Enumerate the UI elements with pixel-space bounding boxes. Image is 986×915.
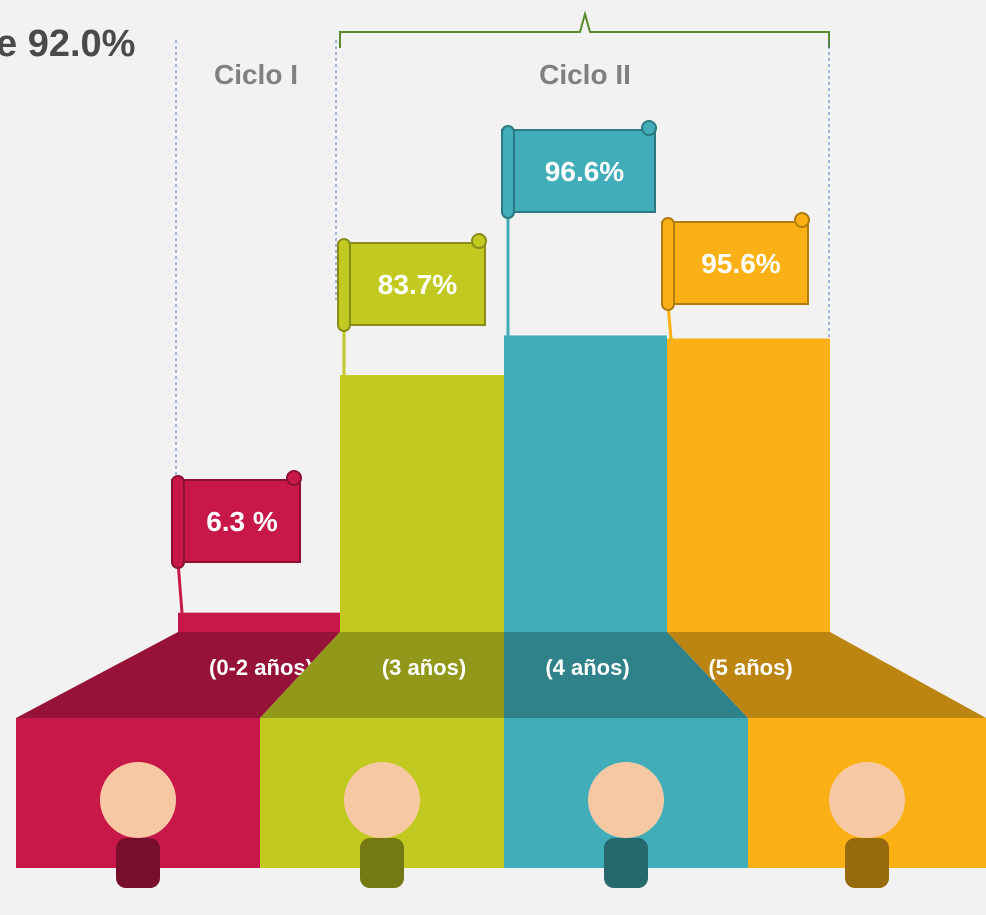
x-tick-label: (4 años): [545, 655, 629, 680]
cycle-label: Ciclo I: [214, 59, 298, 90]
value-label: 6.3 %: [206, 506, 278, 537]
child-body: [604, 838, 648, 888]
flag-pole: [178, 562, 182, 613]
value-label: 96.6%: [545, 156, 624, 187]
child-body: [360, 838, 404, 888]
flag-knob: [642, 121, 656, 135]
value-label: 95.6%: [701, 248, 780, 279]
flag-knob: [287, 471, 301, 485]
child-head: [100, 762, 176, 838]
cycle-label: Ciclo II: [539, 59, 631, 90]
flag-roll: [172, 476, 184, 568]
x-tick-label: (0-2 años): [209, 655, 313, 680]
value-label: 83.7%: [378, 269, 457, 300]
flag-knob: [795, 213, 809, 227]
child-body: [116, 838, 160, 888]
child-body: [845, 838, 889, 888]
chart: e 92.0% Ciclo I Ciclo II (0-2 años) 6.3 %…: [0, 0, 986, 915]
flag-roll: [338, 239, 350, 331]
flag-knob: [472, 234, 486, 248]
child-head: [829, 762, 905, 838]
x-tick-label: (3 años): [382, 655, 466, 680]
bar: [504, 335, 667, 632]
cycle-bracket: [340, 14, 829, 48]
chart-title: e 92.0%: [0, 23, 135, 65]
child-head: [588, 762, 664, 838]
bar: [667, 339, 830, 632]
bar: [340, 375, 504, 632]
flag-roll: [662, 218, 674, 310]
child-head: [344, 762, 420, 838]
flag-roll: [502, 126, 514, 218]
x-tick-label: (5 años): [708, 655, 792, 680]
bar: [178, 613, 340, 632]
